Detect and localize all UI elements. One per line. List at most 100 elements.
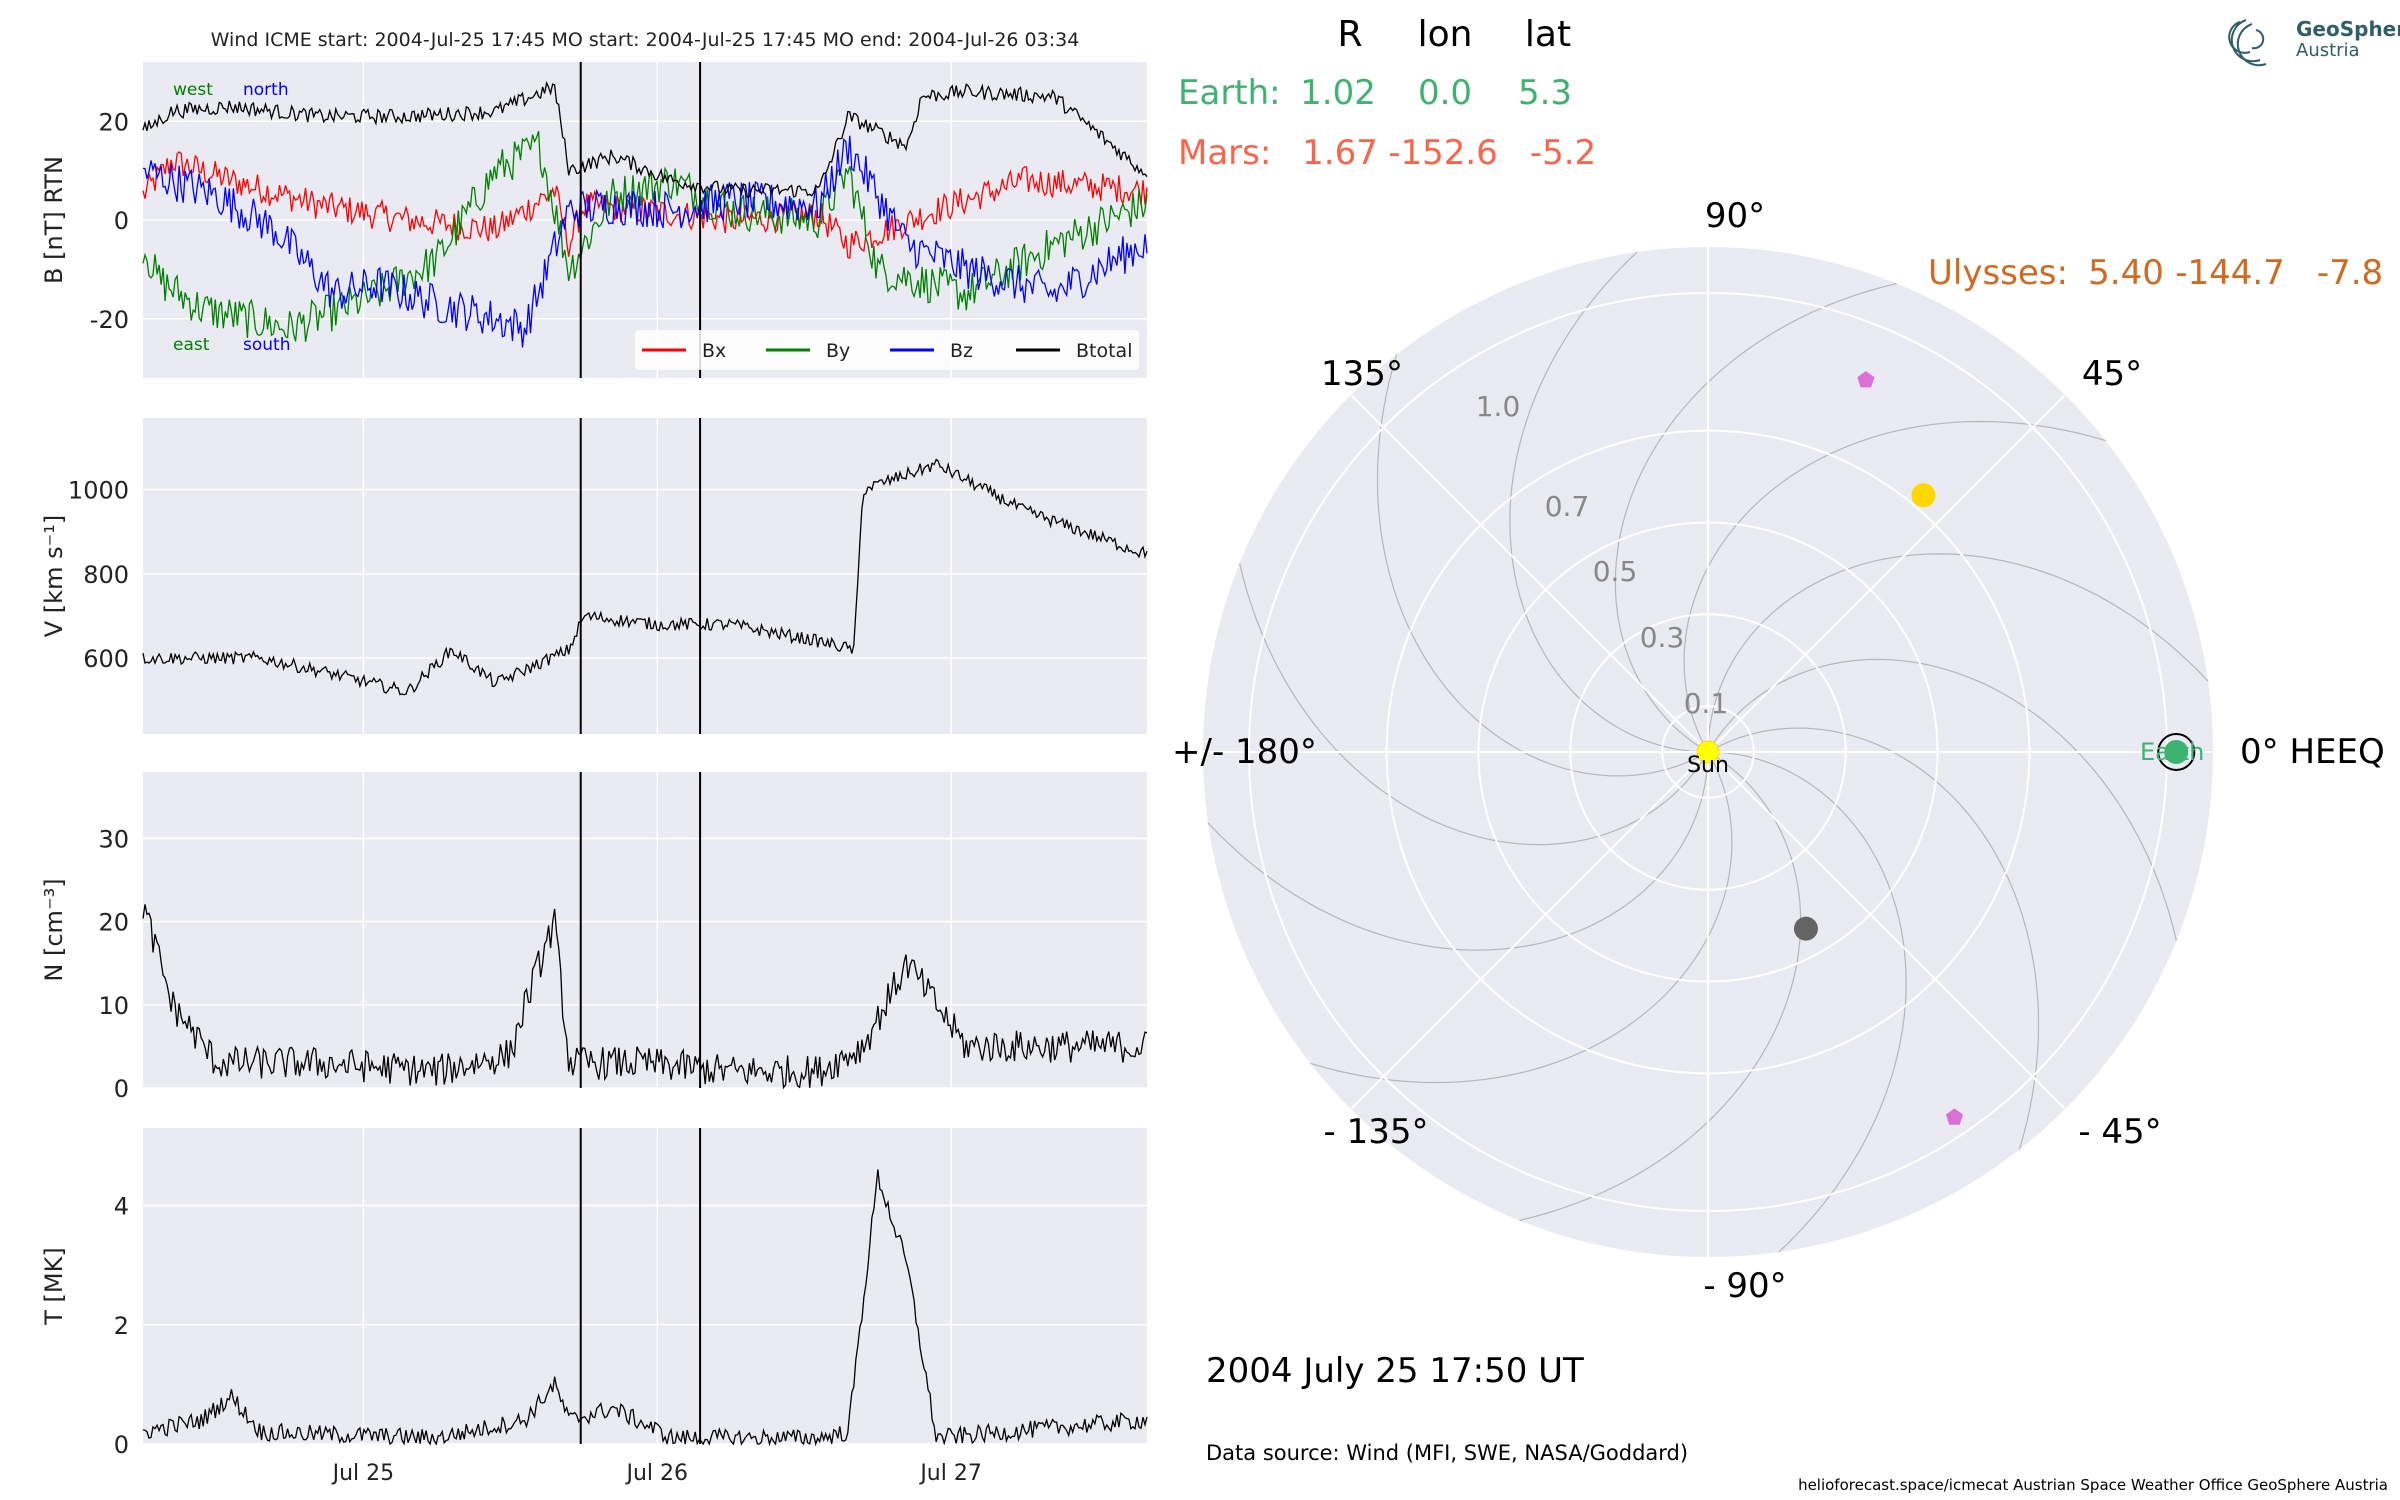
parker-spiral xyxy=(1207,751,1709,951)
y-tick-label: 10 xyxy=(98,992,129,1020)
polar-plot xyxy=(1203,247,2213,1257)
r-label-0-5: 0.5 xyxy=(1593,555,1638,588)
y-tick-label: 1000 xyxy=(68,477,129,505)
angle-label-90: 90° xyxy=(1705,196,1765,236)
parker-spiral xyxy=(1519,751,1802,1221)
grid-layer xyxy=(143,62,1147,1445)
table-header-lat: lat xyxy=(1525,14,1571,55)
credits: helioforecast.space/icmecat Austrian Spa… xyxy=(1798,1476,2388,1494)
y-tick-label: 800 xyxy=(83,561,129,589)
n-panel xyxy=(143,772,1147,1088)
x-tick-label: Jul 26 xyxy=(624,1461,688,1486)
y-tick-label: 30 xyxy=(98,826,129,854)
series-line-bx xyxy=(142,151,1148,259)
legend-by: By xyxy=(826,340,850,362)
east-label: east xyxy=(173,335,210,355)
y-tick-label: 20 xyxy=(98,108,129,136)
t-panel xyxy=(143,1128,1147,1444)
tick-layer: -20 0 20 600 800 1000 0 10 20 30 0 2 4 Jul 25 Jul 26 Ju… xyxy=(68,108,982,1486)
angle-label-0: 0° HEEQ xyxy=(2240,732,2385,772)
angle-label-45: 45° xyxy=(2082,354,2142,394)
angle-label-m90: - 90° xyxy=(1703,1266,1786,1306)
parker-spiral xyxy=(1707,751,1907,1253)
r-label-1-0: 1.0 xyxy=(1476,390,1521,423)
parker-spiral xyxy=(1707,553,2209,753)
parker-spiral xyxy=(1376,354,1709,777)
earth-marker xyxy=(2164,740,2189,764)
y-tick-label: 4 xyxy=(114,1193,129,1221)
series-line-by xyxy=(142,130,1148,342)
series-line-bz xyxy=(142,135,1148,348)
sun-label: Sun xyxy=(1687,753,1729,778)
legend-bz: Bz xyxy=(950,340,973,362)
angular-spoke xyxy=(1350,751,1709,1110)
venus-marker xyxy=(1911,483,1936,508)
t-ylabel: T [MK] xyxy=(40,1247,68,1325)
logo-mark-icon xyxy=(2228,19,2267,67)
legend-btotal: Btotal xyxy=(1076,340,1132,362)
mars-name: Mars: xyxy=(1178,133,1271,173)
parker-spiral xyxy=(1707,658,2177,941)
angular-spoke xyxy=(1707,751,2066,1110)
mars-r: 1.67 xyxy=(1302,133,1378,173)
series-line-t xyxy=(142,1169,1148,1447)
ulysses-r: 5.40 xyxy=(2088,253,2164,293)
b-ylabel: B [nT] RTN xyxy=(40,156,68,284)
logo-line1: GeoSphere xyxy=(2296,17,2400,41)
geosphere-logo: GeoSphere Austria xyxy=(2228,17,2400,67)
earth-r: 1.02 xyxy=(1300,73,1376,113)
y-tick-label: 0 xyxy=(114,207,129,235)
earth-lon: 0.0 xyxy=(1418,73,1472,113)
n-ylabel: N [cm⁻³] xyxy=(40,878,68,981)
datetime: 2004 July 25 17:50 UT xyxy=(1206,1351,1584,1391)
series-line-v xyxy=(142,458,1148,696)
parker-spiral xyxy=(1614,283,1897,753)
y-tick-label: 2 xyxy=(114,1312,129,1340)
x-tick-label: Jul 25 xyxy=(331,1461,395,1486)
earth-lat: 5.3 xyxy=(1518,73,1572,113)
mars-lon: -152.6 xyxy=(1388,133,1498,173)
b-legend: Bx By Bz Btotal xyxy=(635,330,1139,370)
north-label: north xyxy=(243,80,289,100)
sun-marker xyxy=(1696,740,1720,764)
ulysses-name: Ulysses: xyxy=(1928,253,2068,293)
parker-spiral xyxy=(1707,727,2040,1150)
r-label-0-7: 0.7 xyxy=(1545,490,1590,523)
parker-spiral xyxy=(1683,420,2106,753)
legend-bx: Bx xyxy=(702,340,726,362)
data-layer xyxy=(142,62,1148,1447)
angular-spoke xyxy=(1707,394,2066,753)
logo-line2: Austria xyxy=(2296,40,2360,61)
angle-label-135: 135° xyxy=(1321,354,1403,394)
south-label: south xyxy=(243,335,290,355)
table-header-r: R xyxy=(1337,14,1362,55)
y-tick-label: 0 xyxy=(114,1075,129,1103)
earth-ring xyxy=(2157,733,2196,771)
y-tick-label: -20 xyxy=(90,306,129,334)
angle-label-180: +/- 180° xyxy=(1172,732,1317,772)
y-tick-label: 20 xyxy=(98,909,129,937)
west-label: west xyxy=(173,80,213,100)
parker-spiral xyxy=(1239,563,1709,846)
x-tick-label: Jul 27 xyxy=(918,1461,982,1486)
ulysses-lat: -7.8 xyxy=(2317,253,2383,293)
mars-lat: -5.2 xyxy=(1530,133,1596,173)
r-label-0-1: 0.1 xyxy=(1684,687,1729,720)
mercury-marker xyxy=(1793,916,1818,941)
panel-title: Wind ICME start: 2004-Jul-25 17:45 MO st… xyxy=(211,29,1080,51)
earth-label: Earth xyxy=(2140,738,2204,766)
angle-label-m45: - 45° xyxy=(2078,1112,2161,1152)
spacecraft-marker xyxy=(1857,371,1875,388)
data-source: Data source: Wind (MFI, SWE, NASA/Goddar… xyxy=(1206,1441,1688,1465)
angular-spoke xyxy=(1350,394,1709,753)
polar-layer xyxy=(1203,247,2213,1257)
ulysses-lon: -144.7 xyxy=(2175,253,2285,293)
table-header-lon: lon xyxy=(1418,14,1473,55)
spacecraft-marker xyxy=(1945,1108,1963,1125)
series-line-n xyxy=(142,904,1148,1090)
angle-label-m135: - 135° xyxy=(1324,1112,1429,1152)
y-tick-label: 0 xyxy=(114,1431,129,1459)
parker-spiral xyxy=(1509,251,1709,753)
r-label-0-3: 0.3 xyxy=(1640,621,1685,654)
